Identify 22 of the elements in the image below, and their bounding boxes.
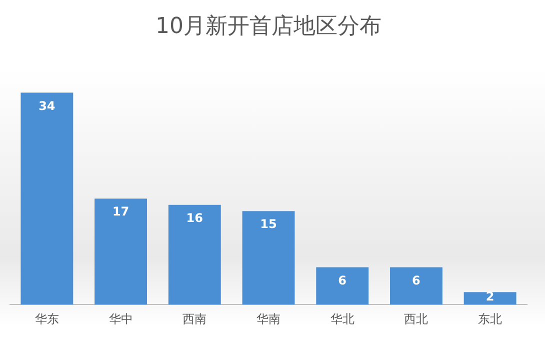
bar [168, 204, 221, 305]
x-tick-label: 东北 [478, 312, 502, 326]
bar [242, 211, 295, 305]
data-label: 16 [186, 210, 203, 225]
x-tick-label: 华中 [108, 312, 133, 326]
data-label: 2 [486, 290, 494, 304]
data-label: 15 [260, 217, 277, 232]
data-label: 6 [412, 273, 420, 288]
data-label: 17 [112, 204, 130, 219]
bar [20, 92, 74, 305]
bar [94, 198, 148, 305]
x-tick-label: 西北 [404, 312, 428, 326]
x-tick-label: 华南 [256, 312, 280, 326]
bar [390, 267, 442, 305]
chart-title: 10月新开首店地区分布 [156, 14, 382, 39]
bar [316, 267, 369, 305]
bar [464, 292, 516, 305]
x-tick-label: 华东 [34, 312, 59, 326]
data-label: 6 [338, 273, 347, 288]
data-label: 34 [38, 98, 56, 113]
x-tick-label: 西南 [182, 312, 207, 326]
x-tick-label: 华北 [330, 312, 354, 326]
